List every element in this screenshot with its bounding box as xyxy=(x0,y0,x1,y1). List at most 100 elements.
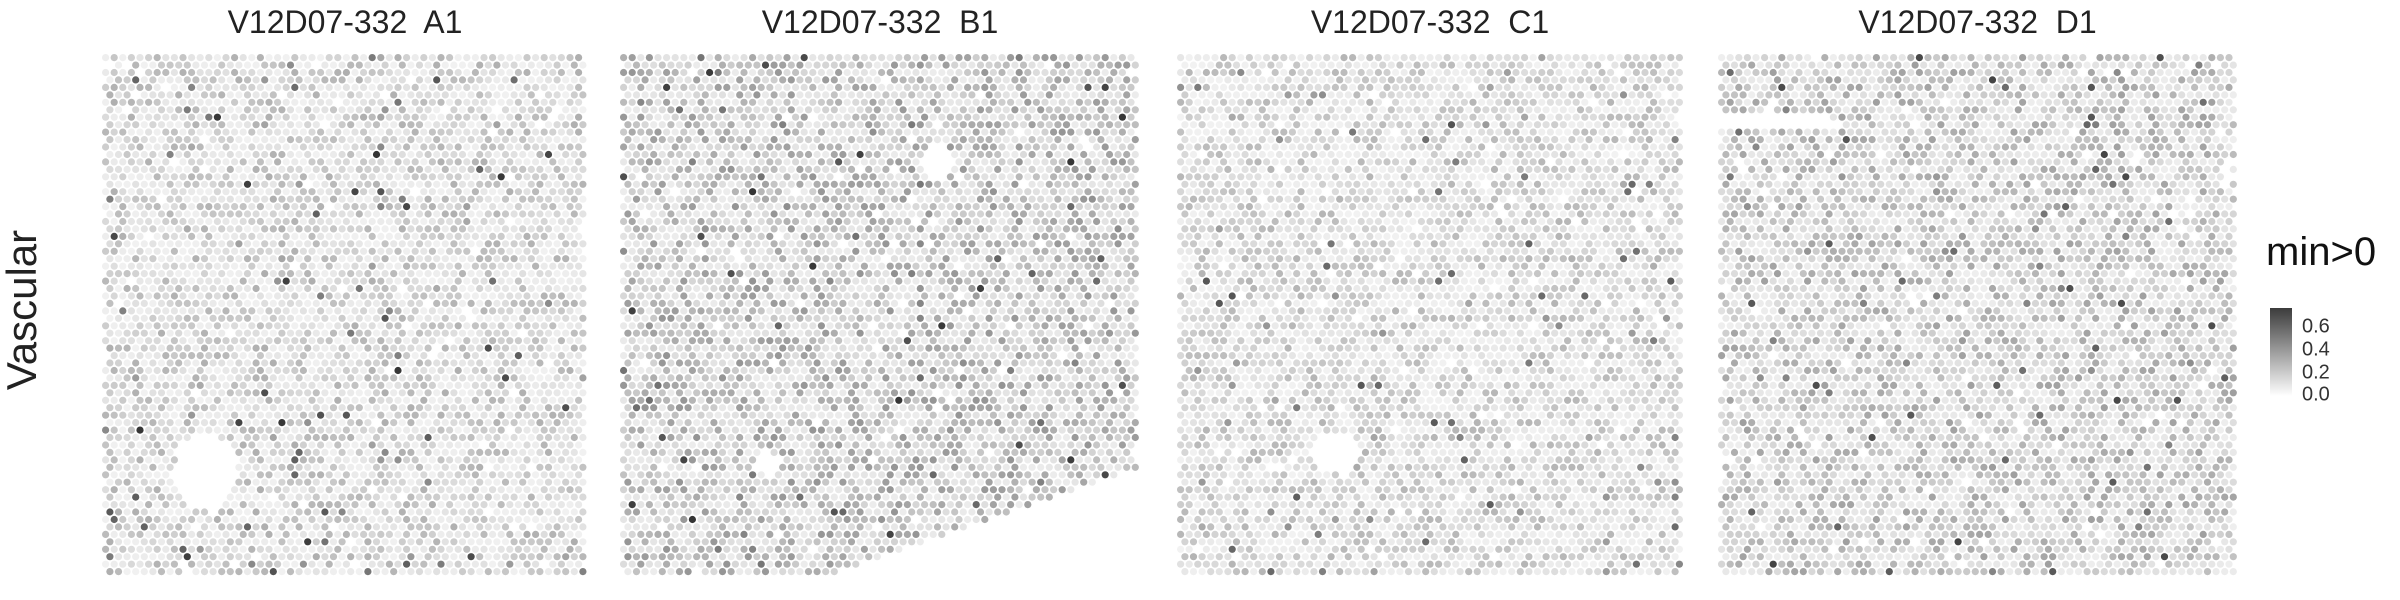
spot-0-718 xyxy=(192,150,200,159)
spot-0-1767 xyxy=(188,292,196,300)
spot-0-2434 xyxy=(256,381,264,389)
spot-0-1297 xyxy=(424,225,432,233)
spot-0-3768 xyxy=(415,568,424,576)
spot-0-3621 xyxy=(540,545,548,553)
spot-1-68 xyxy=(693,61,701,69)
spot-1-410 xyxy=(1093,98,1101,106)
spot-0-2645 xyxy=(162,411,170,419)
spot-0-436 xyxy=(127,113,135,121)
spot-1-501 xyxy=(860,113,868,121)
spot-0-1882 xyxy=(231,307,239,315)
spot-1-208 xyxy=(899,76,907,84)
spot-0-1299 xyxy=(441,225,449,233)
spot-0-3076 xyxy=(385,471,393,479)
spot-0-1438 xyxy=(205,247,213,255)
spot-0-2260 xyxy=(192,359,200,367)
spot-0-1649 xyxy=(110,277,118,285)
spot-0-2539 xyxy=(213,396,221,404)
spot-0-1584 xyxy=(514,262,522,270)
spot-0-1180 xyxy=(372,210,381,218)
spot-0-891 xyxy=(248,173,256,181)
spot-1-206 xyxy=(873,76,881,84)
spot-0-613 xyxy=(252,136,260,144)
spot-1-998 xyxy=(701,180,709,188)
spot-0-3495 xyxy=(411,530,419,538)
spot-0-2676 xyxy=(428,411,436,419)
spot-0-2633 xyxy=(544,404,553,412)
spot-0-2073 xyxy=(467,329,475,337)
spot-0-927 xyxy=(566,173,574,181)
spot-0-3284 xyxy=(471,501,479,509)
spot-0-3696 xyxy=(248,560,256,568)
spot-0-3192 xyxy=(540,486,548,494)
spot-1-308 xyxy=(727,91,735,99)
spot-0-1619 xyxy=(338,270,346,278)
spot-0-1222 xyxy=(248,217,256,226)
spot-0-662 xyxy=(188,143,196,151)
spot-0-121 xyxy=(213,68,221,77)
spot-0-454 xyxy=(282,113,290,121)
spot-1-867 xyxy=(1032,158,1040,166)
spot-1-772 xyxy=(675,150,684,159)
spot-0-815 xyxy=(549,158,557,166)
spot-0-281 xyxy=(175,91,183,99)
spot-0-1150 xyxy=(114,210,123,218)
spot-1-218 xyxy=(985,76,993,84)
spot-1-488 xyxy=(731,113,739,121)
spot-0-3476 xyxy=(248,530,256,538)
spot-0-735 xyxy=(338,150,346,159)
spot-0-1157 xyxy=(175,210,183,218)
spot-0-1057 xyxy=(269,195,277,203)
spot-1-554 xyxy=(804,121,813,129)
spot-0-0 xyxy=(102,54,110,62)
spot-0-558 xyxy=(239,128,247,136)
spot-0-3479 xyxy=(274,530,282,538)
spot-0-1301 xyxy=(458,225,467,233)
spot-1-862 xyxy=(989,158,997,166)
spot-0-80 xyxy=(338,61,346,69)
spot-0-3596 xyxy=(325,545,333,553)
spot-0-794 xyxy=(368,158,376,166)
spot-1-559 xyxy=(847,121,856,129)
spot-0-1988 xyxy=(196,322,204,330)
spot-0-3635 xyxy=(183,553,191,561)
spot-0-550 xyxy=(170,128,178,136)
spot-0-658 xyxy=(153,143,161,151)
spot-0-583 xyxy=(454,128,462,136)
spot-0-578 xyxy=(411,128,419,136)
spot-0-3767 xyxy=(407,568,415,576)
spot-0-1369 xyxy=(575,232,583,240)
spot-0-869 xyxy=(544,165,553,173)
spot-1-322 xyxy=(847,91,856,99)
spot-0-1775 xyxy=(256,292,264,300)
spot-0-120 xyxy=(205,68,213,77)
spot-0-3685 xyxy=(136,560,144,568)
spot-0-1876 xyxy=(179,307,187,315)
spot-0-2136 xyxy=(540,337,548,345)
spot-0-3754 xyxy=(295,568,303,576)
spot-0-1865 xyxy=(570,299,578,307)
spot-0-3112 xyxy=(278,478,286,486)
spot-1-485 xyxy=(706,113,714,121)
spot-0-3139 xyxy=(510,478,518,486)
spot-1-557 xyxy=(830,121,838,129)
spot-0-3514 xyxy=(575,530,583,538)
spot-0-3639 xyxy=(218,553,226,561)
spot-0-3163 xyxy=(282,486,290,494)
spot-1-752 xyxy=(1007,143,1015,151)
spot-0-2290 xyxy=(450,359,458,367)
spot-0-3440 xyxy=(407,523,415,531)
spot-1-1161 xyxy=(1105,195,1114,203)
spot-0-1274 xyxy=(226,225,234,233)
spot-1-1132 xyxy=(847,195,856,203)
spot-0-1819 xyxy=(166,299,174,307)
spot-1-1020 xyxy=(890,180,899,188)
spot-0-2682 xyxy=(480,411,488,419)
spot-1-707 xyxy=(1123,136,1131,144)
spot-1-851 xyxy=(860,158,868,166)
spot-0-883 xyxy=(179,173,187,181)
spot-0-736 xyxy=(347,150,355,159)
spot-0-893 xyxy=(265,173,273,181)
spot-0-1362 xyxy=(514,232,522,240)
spot-0-2030 xyxy=(566,322,574,330)
